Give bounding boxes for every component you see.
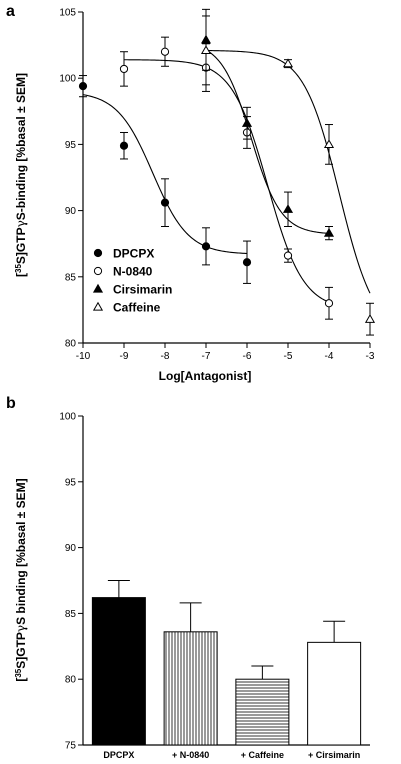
chart-a-x-tick-label: -5 xyxy=(284,351,293,362)
chart-b-bars xyxy=(91,580,362,746)
chart-a-y-axis-title: [35S]GTPγS-binding [%basal ± SEM] xyxy=(14,73,29,277)
chart-a-point xyxy=(241,118,253,127)
chart-a-legend: DPCPX N-0840 Cirsimarin Caffeine xyxy=(92,247,172,315)
chart-a-legend-label: N-0840 xyxy=(113,265,153,279)
chart-a-y-tick-label: 80 xyxy=(65,339,77,350)
chart-a-x-axis-title: Log[Antagonist] xyxy=(159,369,252,383)
chart-a-y-tick-label: 100 xyxy=(59,74,76,85)
chart-a-points xyxy=(78,8,376,336)
chart-a-legend-label: Caffeine xyxy=(113,301,161,315)
chart-b-category-label: + Caffeine xyxy=(241,750,284,760)
chart-a-point xyxy=(119,141,129,150)
chart-a-point xyxy=(323,227,335,237)
panel-letter-b: b xyxy=(6,395,16,412)
chart-a-point xyxy=(364,313,376,323)
chart-a-x-tick-label: -8 xyxy=(161,351,170,362)
chart-a-point xyxy=(160,47,170,56)
chart-b: 75 80 85 90 95 100 DPCPX + N-0840 + Caffeine + C… xyxy=(14,412,370,760)
chart-b-category-label: + Cirsimarin xyxy=(308,750,360,760)
chart-a-y-tick-label: 95 xyxy=(65,140,77,151)
chart-a-point xyxy=(160,198,170,207)
chart-b-y-tick-label: 90 xyxy=(65,543,77,554)
chart-a-legend-marker xyxy=(92,301,104,311)
chart-a-y-tick-label: 105 xyxy=(59,8,76,19)
chart-a-x-tick-label: -4 xyxy=(325,351,334,362)
chart-b-y-tick-label: 95 xyxy=(65,477,77,488)
chart-a-point xyxy=(283,251,293,260)
chart-a-x-tick-label: -10 xyxy=(76,351,91,362)
chart-b-y-tick-label: 80 xyxy=(65,675,77,686)
chart-a-y-tick-label: 90 xyxy=(65,206,77,217)
chart-a-point xyxy=(323,139,335,149)
chart-a-point xyxy=(324,299,334,308)
chart-a-fit-curve xyxy=(82,94,248,255)
chart-a-point xyxy=(201,242,211,251)
chart-a-x-tick-label: -6 xyxy=(243,351,252,362)
chart-b-bar xyxy=(307,641,362,746)
chart-a-y-tick-label: 85 xyxy=(65,272,77,283)
chart-a-point xyxy=(78,82,88,91)
chart-a-legend-label: DPCPX xyxy=(113,247,154,261)
chart-a-point xyxy=(282,204,294,213)
chart-a-x-tick-label: -7 xyxy=(202,351,211,362)
chart-b-bar xyxy=(235,678,290,746)
chart-a-point xyxy=(282,58,294,68)
chart-a-x-tick-label: -9 xyxy=(120,351,129,362)
chart-b-category-labels: DPCPX + N-0840 + Caffeine + Cirsimarin xyxy=(103,750,360,760)
chart-b-y-tick-label: 100 xyxy=(59,412,76,423)
chart-a-legend-marker xyxy=(93,266,103,276)
chart-a-x-tick-label: -3 xyxy=(366,351,375,362)
chart-a-point xyxy=(200,45,212,55)
chart-b-bar xyxy=(163,631,218,746)
chart-b-category-label: + N-0840 xyxy=(172,750,209,760)
chart-b-bar xyxy=(91,597,146,746)
chart-a-point xyxy=(242,258,252,267)
chart-a-fit-curve xyxy=(205,49,330,234)
chart-b-y-axis-title: [35S]GTPγS binding [%basal ± SEM] xyxy=(14,478,29,681)
chart-b-category-label: DPCPX xyxy=(103,750,134,760)
panel-letter-a: a xyxy=(6,3,15,20)
chart-b-y-tick-label: 75 xyxy=(65,741,77,752)
chart-a-legend-label: Cirsimarin xyxy=(113,283,172,297)
chart-a-point xyxy=(119,64,129,74)
chart-a: 80 85 90 95 100 105 -10 -9 -8 -7 -6 -5 -4 -3 DPCPX N-0… xyxy=(14,8,376,383)
chart-a-fit-curve xyxy=(123,59,330,303)
chart-a-legend-marker xyxy=(92,283,104,293)
chart-a-legend-marker xyxy=(93,248,103,258)
chart-b-y-tick-label: 85 xyxy=(65,609,77,620)
chart-a-axes: 80 85 90 95 100 105 -10 -9 -8 -7 -6 -5 -4 -3 xyxy=(59,8,375,363)
